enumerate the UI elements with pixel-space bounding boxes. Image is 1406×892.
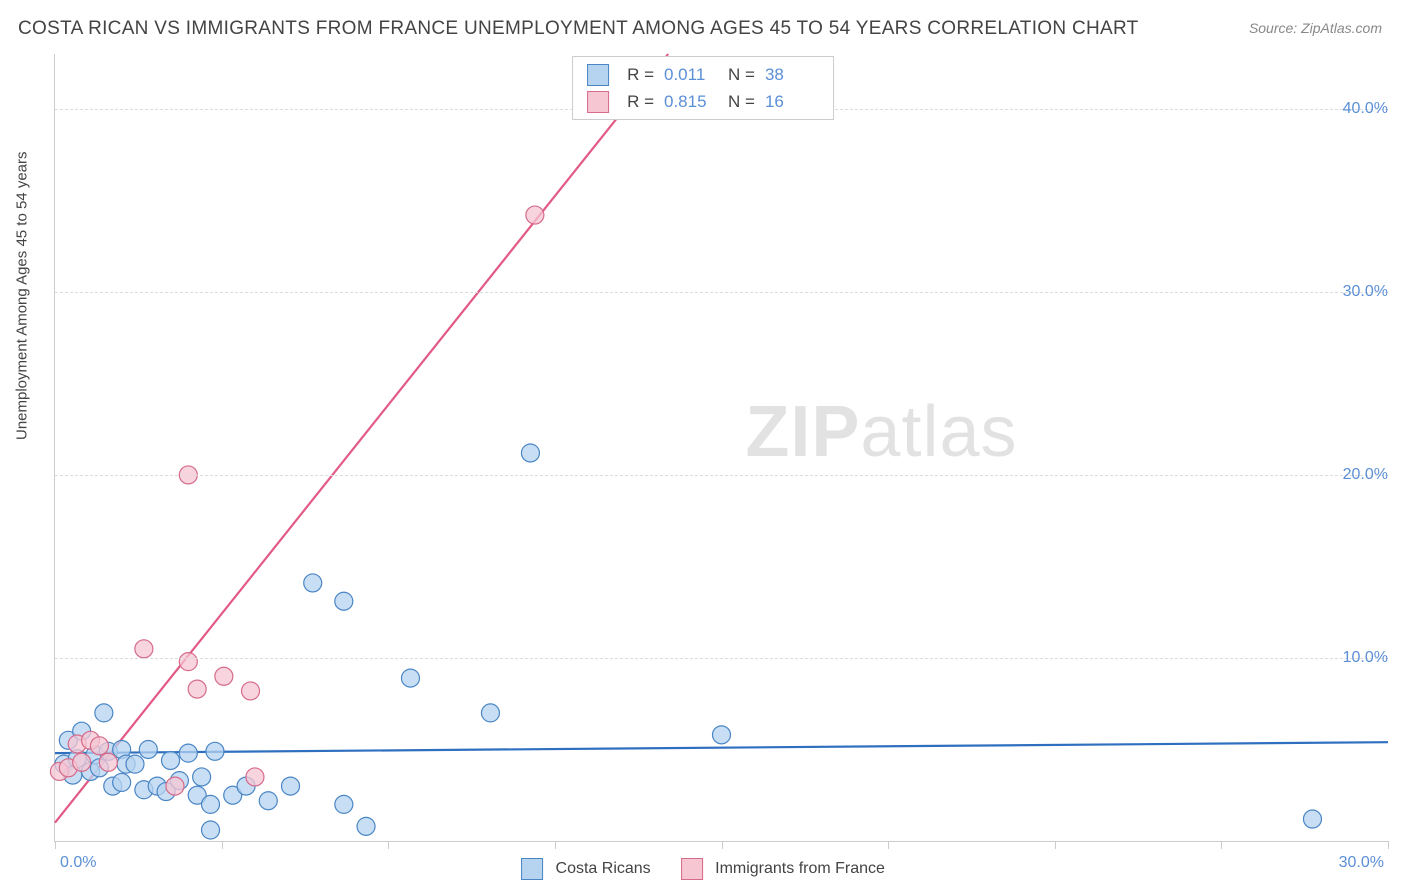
legend-swatch-bottom-1 <box>521 858 543 880</box>
data-point-costa_ricans <box>335 592 353 610</box>
data-point-immigrants_france <box>179 653 197 671</box>
data-point-costa_ricans <box>113 773 131 791</box>
data-point-costa_ricans <box>401 669 419 687</box>
data-point-costa_ricans <box>1303 810 1321 828</box>
correlation-legend: R = 0.011 N = 38 R = 0.815 N = 16 <box>572 56 834 120</box>
r-label: R = <box>627 88 654 115</box>
n-value-1: 38 <box>765 61 819 88</box>
legend-label-2: Immigrants from France <box>715 860 885 877</box>
legend-swatch-series-2 <box>587 91 609 113</box>
x-tick-label-0: 0.0% <box>60 854 96 872</box>
x-tick <box>1055 841 1056 849</box>
r-value-1: 0.011 <box>664 61 718 88</box>
legend-row-1: R = 0.011 N = 38 <box>587 61 819 88</box>
chart-title: COSTA RICAN VS IMMIGRANTS FROM FRANCE UN… <box>18 18 1139 40</box>
y-tick-label: 30.0% <box>1343 283 1388 301</box>
data-point-immigrants_france <box>242 682 260 700</box>
gridline <box>55 475 1388 476</box>
data-point-costa_ricans <box>95 704 113 722</box>
data-point-costa_ricans <box>335 795 353 813</box>
data-point-immigrants_france <box>246 768 264 786</box>
data-point-immigrants_france <box>99 753 117 771</box>
trend-line-immigrants_france <box>55 54 668 823</box>
data-point-costa_ricans <box>304 574 322 592</box>
legend-item-2: Immigrants from France <box>681 858 885 880</box>
y-tick-label: 40.0% <box>1343 100 1388 118</box>
data-point-costa_ricans <box>206 742 224 760</box>
r-label: R = <box>627 61 654 88</box>
x-tick-label-end: 30.0% <box>1339 854 1384 872</box>
data-point-immigrants_france <box>526 206 544 224</box>
data-point-costa_ricans <box>357 817 375 835</box>
legend-item-1: Costa Ricans <box>521 858 651 880</box>
plot-area: ZIPatlas <box>54 54 1388 842</box>
chart-container: COSTA RICAN VS IMMIGRANTS FROM FRANCE UN… <box>0 0 1406 892</box>
data-point-costa_ricans <box>202 795 220 813</box>
legend-swatch-series-1 <box>587 64 609 86</box>
series-legend: Costa Ricans Immigrants from France <box>521 858 885 880</box>
data-point-costa_ricans <box>521 444 539 462</box>
y-tick-label: 20.0% <box>1343 466 1388 484</box>
x-tick <box>222 841 223 849</box>
data-point-costa_ricans <box>713 726 731 744</box>
data-point-immigrants_france <box>215 667 233 685</box>
data-point-costa_ricans <box>481 704 499 722</box>
data-point-costa_ricans <box>139 740 157 758</box>
data-point-costa_ricans <box>162 751 180 769</box>
data-point-costa_ricans <box>126 755 144 773</box>
plot-svg <box>55 54 1388 841</box>
gridline <box>55 658 1388 659</box>
x-tick <box>555 841 556 849</box>
y-axis-label: Unemployment Among Ages 45 to 54 years <box>14 151 31 440</box>
data-point-immigrants_france <box>166 777 184 795</box>
data-point-costa_ricans <box>281 777 299 795</box>
n-label: N = <box>728 61 755 88</box>
data-point-costa_ricans <box>179 744 197 762</box>
x-tick <box>888 841 889 849</box>
x-tick <box>388 841 389 849</box>
legend-row-2: R = 0.815 N = 16 <box>587 88 819 115</box>
n-value-2: 16 <box>765 88 819 115</box>
x-tick <box>722 841 723 849</box>
data-point-immigrants_france <box>90 737 108 755</box>
x-tick <box>55 841 56 849</box>
legend-swatch-bottom-2 <box>681 858 703 880</box>
data-point-immigrants_france <box>188 680 206 698</box>
y-tick-label: 10.0% <box>1343 649 1388 667</box>
x-tick <box>1388 841 1389 849</box>
r-value-2: 0.815 <box>664 88 718 115</box>
gridline <box>55 292 1388 293</box>
data-point-immigrants_france <box>135 640 153 658</box>
data-point-immigrants_france <box>73 753 91 771</box>
legend-label-1: Costa Ricans <box>556 860 651 877</box>
data-point-costa_ricans <box>259 792 277 810</box>
n-label: N = <box>728 88 755 115</box>
data-point-costa_ricans <box>193 768 211 786</box>
data-point-costa_ricans <box>202 821 220 839</box>
source-label: Source: ZipAtlas.com <box>1249 20 1382 36</box>
x-tick <box>1221 841 1222 849</box>
